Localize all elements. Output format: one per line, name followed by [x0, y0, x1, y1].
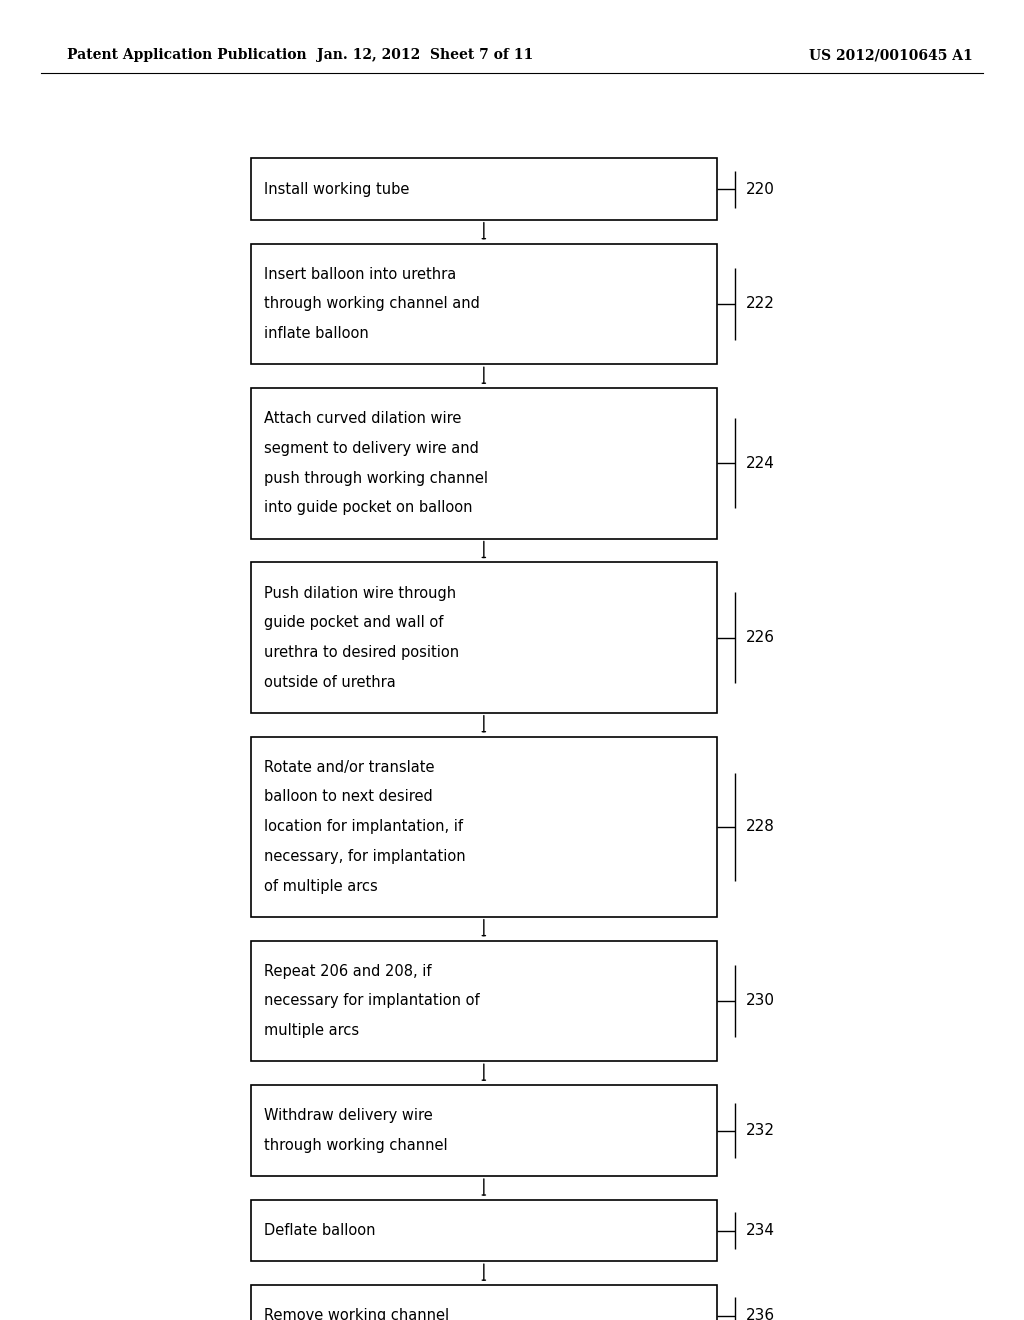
- Text: Deflate balloon: Deflate balloon: [264, 1224, 376, 1238]
- Bar: [251, 388, 717, 539]
- Bar: [251, 1085, 717, 1176]
- Text: guide pocket and wall of: guide pocket and wall of: [264, 615, 443, 630]
- Text: 236: 236: [745, 1308, 774, 1320]
- Bar: [251, 158, 717, 219]
- Text: outside of urethra: outside of urethra: [264, 675, 396, 689]
- Bar: [251, 1200, 717, 1262]
- Text: Withdraw delivery wire: Withdraw delivery wire: [264, 1109, 433, 1123]
- Text: multiple arcs: multiple arcs: [264, 1023, 359, 1038]
- Bar: [251, 1286, 717, 1320]
- Text: Jan. 12, 2012  Sheet 7 of 11: Jan. 12, 2012 Sheet 7 of 11: [316, 49, 534, 62]
- Text: necessary for implantation of: necessary for implantation of: [264, 994, 480, 1008]
- Text: US 2012/0010645 A1: US 2012/0010645 A1: [809, 49, 973, 62]
- Text: 230: 230: [745, 994, 774, 1008]
- Bar: [251, 940, 717, 1061]
- Text: push through working channel: push through working channel: [264, 471, 488, 486]
- Text: Attach curved dilation wire: Attach curved dilation wire: [264, 412, 462, 426]
- Text: Rotate and/or translate: Rotate and/or translate: [264, 760, 435, 775]
- Text: 224: 224: [745, 455, 774, 471]
- Text: through working channel and: through working channel and: [264, 297, 480, 312]
- Bar: [251, 562, 717, 713]
- Text: balloon to next desired: balloon to next desired: [264, 789, 433, 804]
- Text: of multiple arcs: of multiple arcs: [264, 879, 378, 894]
- Text: Patent Application Publication: Patent Application Publication: [67, 49, 306, 62]
- Text: Push dilation wire through: Push dilation wire through: [264, 586, 457, 601]
- Text: Install working tube: Install working tube: [264, 182, 410, 197]
- Text: into guide pocket on balloon: into guide pocket on balloon: [264, 500, 473, 515]
- Text: location for implantation, if: location for implantation, if: [264, 820, 463, 834]
- Text: segment to delivery wire and: segment to delivery wire and: [264, 441, 479, 455]
- Text: 220: 220: [745, 182, 774, 197]
- Text: urethra to desired position: urethra to desired position: [264, 645, 460, 660]
- Text: Repeat 206 and 208, if: Repeat 206 and 208, if: [264, 964, 432, 978]
- Text: 232: 232: [745, 1123, 774, 1138]
- Bar: [251, 243, 717, 364]
- Text: 228: 228: [745, 820, 774, 834]
- Text: necessary, for implantation: necessary, for implantation: [264, 849, 466, 863]
- Text: 222: 222: [745, 297, 774, 312]
- Text: 234: 234: [745, 1224, 774, 1238]
- Text: inflate balloon: inflate balloon: [264, 326, 369, 341]
- Text: Remove working channel: Remove working channel: [264, 1308, 450, 1320]
- Text: 226: 226: [745, 630, 774, 645]
- Bar: [251, 737, 717, 916]
- Text: Insert balloon into urethra: Insert balloon into urethra: [264, 267, 457, 281]
- Text: through working channel: through working channel: [264, 1138, 447, 1152]
